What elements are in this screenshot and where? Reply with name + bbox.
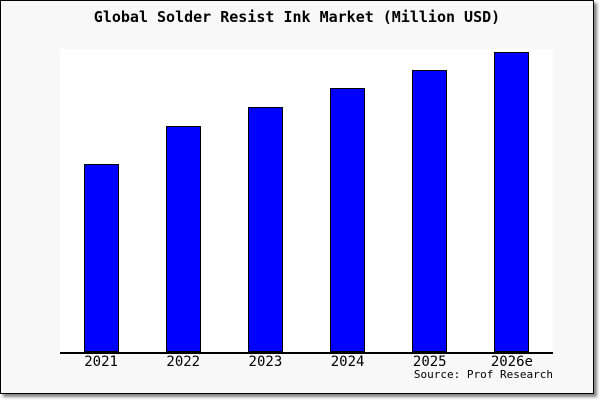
bars-layer bbox=[60, 49, 553, 352]
x-tick-label-2022: 2022 bbox=[166, 354, 201, 370]
bar-2021 bbox=[83, 164, 119, 352]
x-tick-label-2024: 2024 bbox=[330, 354, 365, 370]
x-tick-label-2023: 2023 bbox=[248, 354, 283, 370]
bar-2023 bbox=[247, 107, 283, 352]
bar-2026e bbox=[494, 52, 530, 352]
x-tick-label-2025: 2025 bbox=[412, 354, 447, 370]
source-credit: Source: Prof Research bbox=[413, 368, 553, 381]
chart-frame: Global Solder Resist Ink Market (Million… bbox=[0, 0, 594, 394]
bar-2025 bbox=[412, 70, 448, 352]
x-tick-label-2026e: 2026e bbox=[490, 354, 533, 370]
bar-2022 bbox=[165, 126, 201, 352]
bar-2024 bbox=[330, 88, 366, 352]
plot-area bbox=[60, 49, 553, 354]
chart-title: Global Solder Resist Ink Market (Million… bbox=[93, 8, 501, 26]
x-tick-label-2021: 2021 bbox=[84, 354, 118, 370]
